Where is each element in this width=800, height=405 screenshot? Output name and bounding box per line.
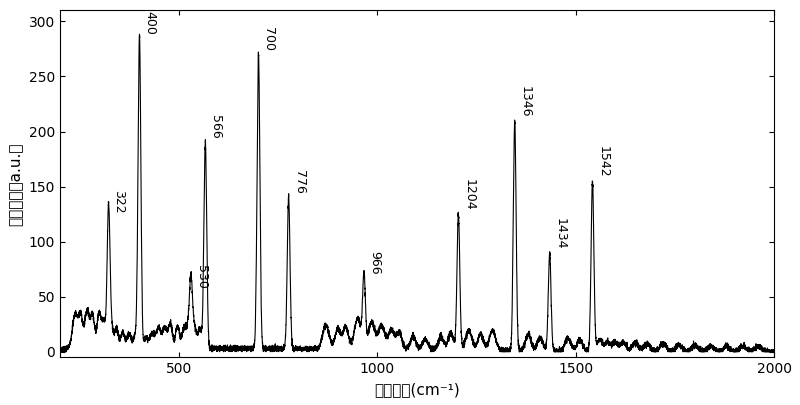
Text: 1542: 1542 bbox=[597, 146, 610, 178]
Text: 400: 400 bbox=[143, 11, 157, 35]
Text: 322: 322 bbox=[113, 190, 126, 214]
X-axis label: 拉曼位移(cm⁻¹): 拉曼位移(cm⁻¹) bbox=[374, 382, 460, 396]
Text: 1346: 1346 bbox=[518, 86, 532, 117]
Text: 566: 566 bbox=[210, 115, 222, 139]
Text: 776: 776 bbox=[293, 171, 306, 194]
Y-axis label: 拉曼强度（a.u.）: 拉曼强度（a.u.） bbox=[8, 142, 23, 226]
Text: 1434: 1434 bbox=[554, 218, 566, 249]
Text: 966: 966 bbox=[368, 251, 381, 275]
Text: 700: 700 bbox=[262, 27, 275, 51]
Text: 530: 530 bbox=[195, 265, 208, 289]
Text: 1204: 1204 bbox=[462, 179, 475, 211]
